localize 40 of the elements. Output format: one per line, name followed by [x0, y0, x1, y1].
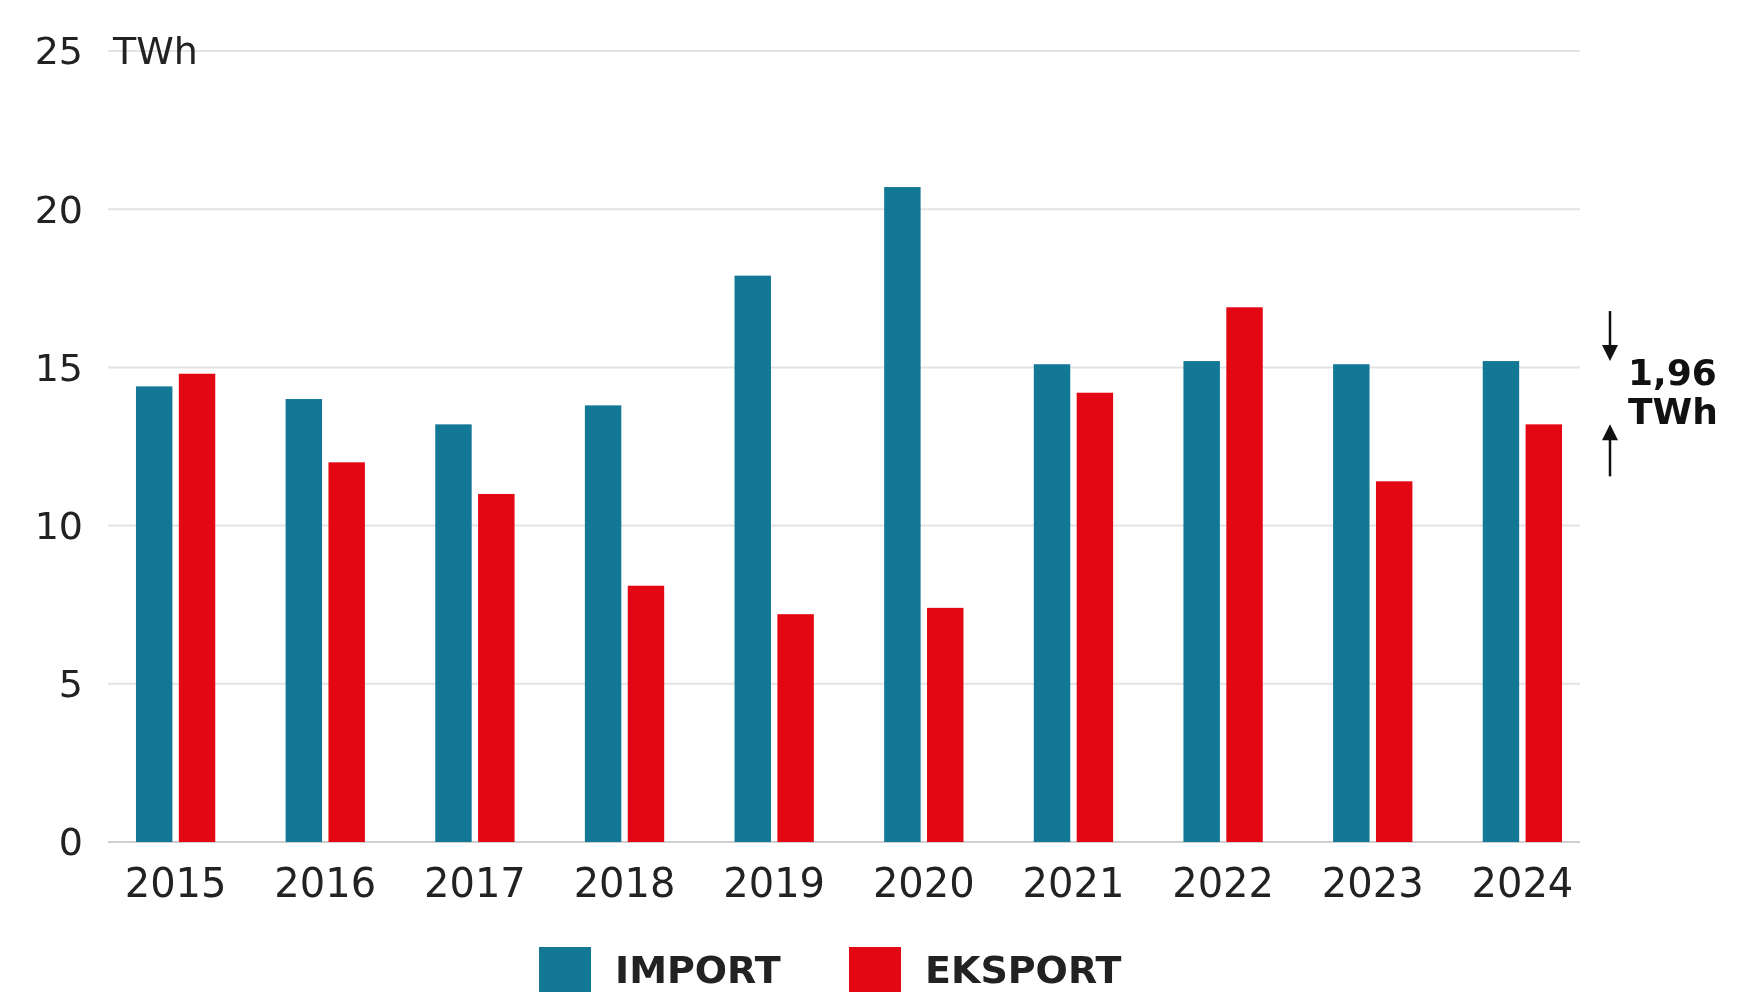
x-tick-label: 2016 — [274, 860, 377, 906]
y-tick-label: 15 — [34, 345, 83, 390]
bar — [584, 405, 622, 842]
bar — [1183, 361, 1220, 842]
x-tick-label: 2022 — [1172, 860, 1274, 906]
bar — [927, 607, 964, 842]
legend-label: IMPORT — [615, 948, 781, 993]
bar — [777, 614, 814, 842]
bar — [1482, 361, 1520, 842]
bar — [328, 462, 365, 842]
x-tick-label: 2024 — [1471, 860, 1574, 906]
bar — [884, 187, 921, 842]
x-tick-label: 2015 — [124, 860, 227, 906]
y-tick-label: 10 — [34, 503, 83, 548]
x-tick-label: 2019 — [723, 860, 826, 906]
bar — [1076, 392, 1114, 842]
bar — [734, 275, 771, 842]
x-tick-label: 2021 — [1022, 860, 1125, 906]
bar — [285, 399, 323, 842]
text: 1,96 TWh — [1628, 351, 1718, 433]
bar — [478, 493, 515, 842]
x-tick-label: 2018 — [573, 860, 676, 906]
x-tick-label: 2017 — [424, 860, 526, 906]
x-tick-label: 2023 — [1321, 860, 1424, 906]
x-tick-label: 2020 — [872, 860, 975, 906]
y-axis-title: TWh — [112, 29, 198, 74]
y-tick-label: 25 — [34, 29, 83, 74]
bar — [1333, 364, 1370, 842]
y-tick-label: 5 — [58, 662, 83, 707]
bar — [627, 585, 665, 842]
bar — [1375, 481, 1413, 842]
bar — [1525, 424, 1563, 842]
bar — [178, 373, 216, 842]
bar — [435, 424, 472, 842]
y-tick-label: 0 — [58, 820, 83, 865]
legend-label: EKSPORT — [925, 948, 1122, 993]
bar — [1033, 364, 1071, 842]
bar — [135, 386, 173, 842]
y-tick-label: 20 — [34, 187, 83, 232]
bar — [1226, 307, 1263, 842]
